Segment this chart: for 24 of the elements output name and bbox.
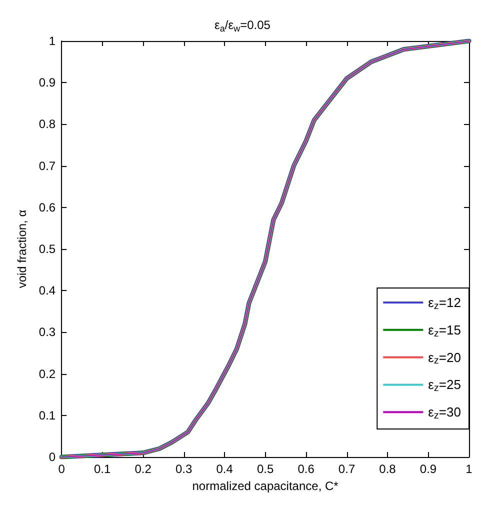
x-tick-label: 0.2 — [134, 462, 152, 476]
y-tick-label: 0.8 — [38, 117, 56, 132]
x-tick-label: 0 — [58, 462, 66, 476]
x-axis-title: normalized capacitance, C* — [192, 478, 339, 493]
y-tick-label: 1 — [48, 34, 56, 48]
y-tick-label: 0.4 — [38, 284, 56, 298]
x-tick-label: 0.7 — [338, 462, 356, 476]
y-tick-label: 0 — [48, 450, 56, 464]
y-tick-label: 0.5 — [38, 242, 56, 256]
y-tick-label: 0.3 — [38, 325, 56, 340]
x-tick-label: 0.1 — [94, 462, 111, 476]
y-axis-title: void fraction, α — [15, 210, 29, 288]
y-tick-label: 0.6 — [38, 200, 56, 214]
y-tick-label: 0.9 — [38, 76, 56, 90]
x-tick-label: 0.5 — [256, 462, 274, 476]
x-tick-label: 0.8 — [379, 462, 396, 476]
y-tick-label: 0.2 — [38, 366, 56, 381]
x-tick-label: 0.6 — [298, 462, 315, 476]
x-tick-label: 1 — [466, 462, 473, 476]
y-tick-label: 0.1 — [38, 408, 56, 422]
x-tick-label: 0.4 — [216, 462, 234, 476]
x-tick-label: 0.3 — [175, 462, 192, 476]
y-tick-label: 0.7 — [38, 158, 56, 173]
x-tick-label: 0.9 — [420, 462, 437, 476]
